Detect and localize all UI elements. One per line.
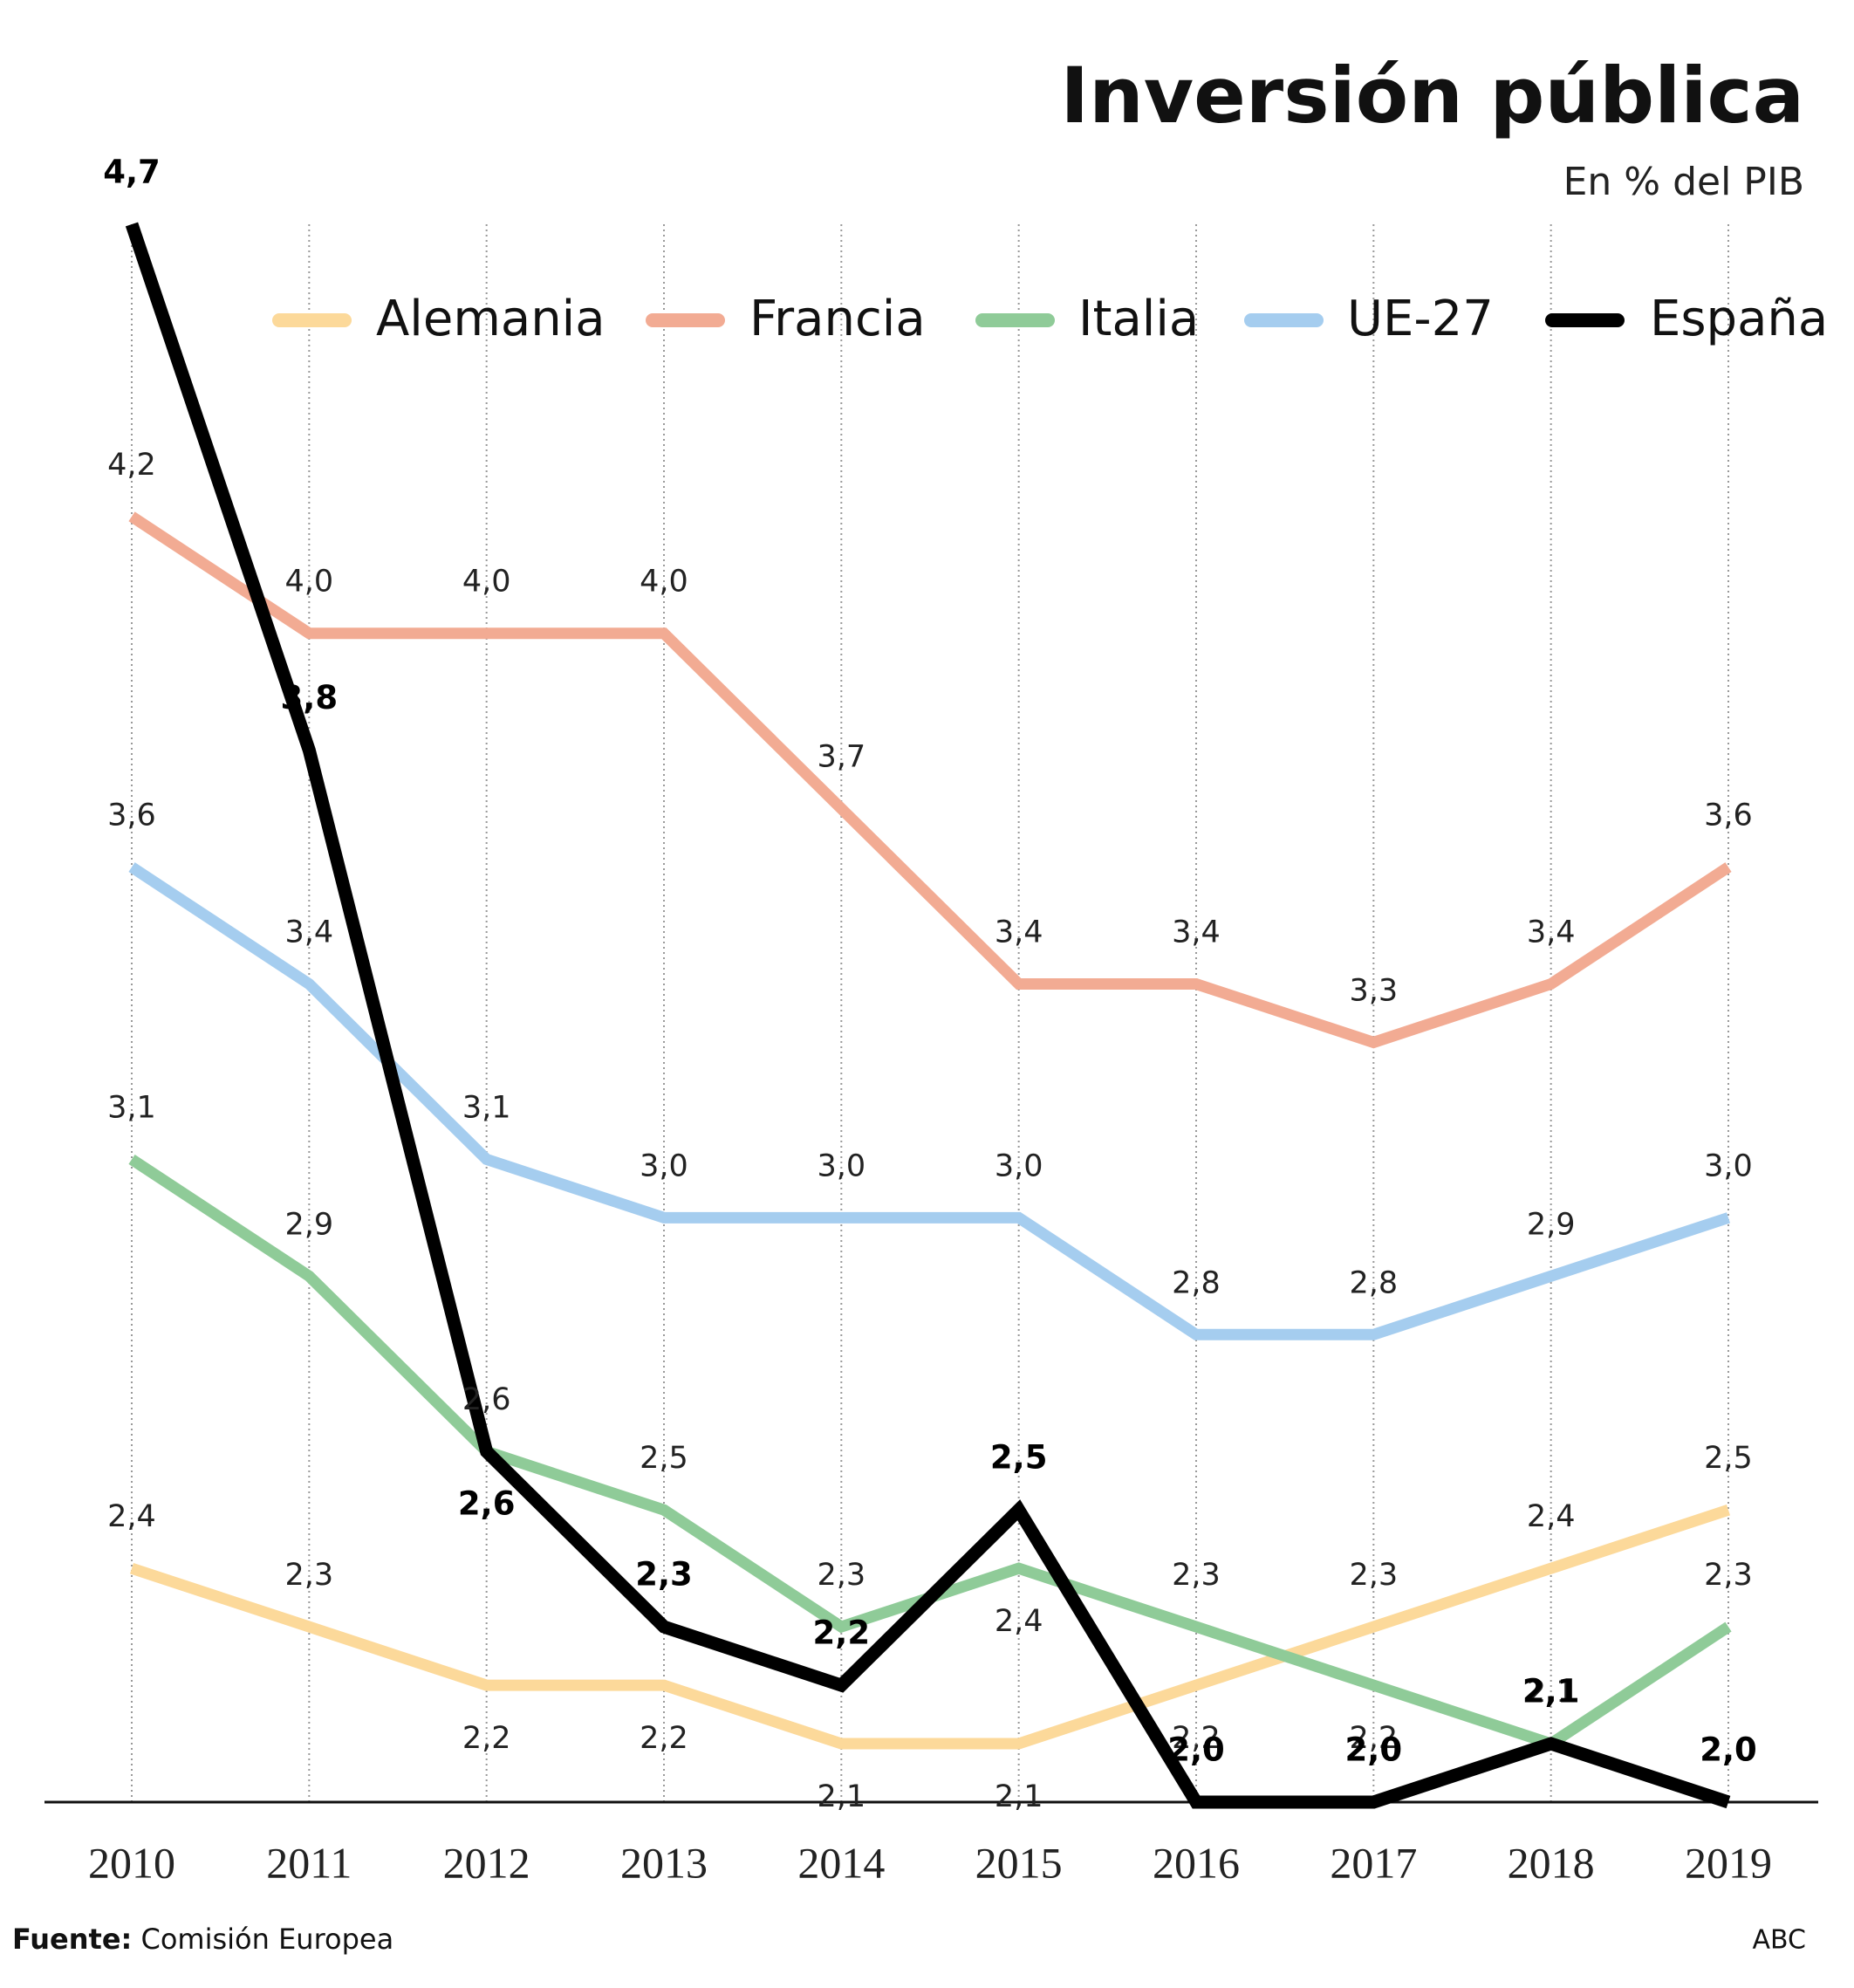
value-label: 2,5 [1704,1441,1753,1476]
value-label: 2,9 [284,1207,333,1242]
value-label: 2,0 [1700,1731,1757,1769]
value-label: 2,1 [995,1779,1043,1814]
value-label: 2,2 [462,1721,511,1756]
x-tick-label: 2014 [797,1838,885,1887]
legend-label: España [1650,291,1828,347]
value-label: 3,0 [640,1148,688,1183]
value-label: 2,9 [1527,1207,1576,1242]
value-label: 2,1 [1527,1675,1576,1710]
value-label: 2,8 [1349,1265,1398,1300]
x-tick-label: 2013 [620,1838,708,1887]
value-label: 2,3 [635,1556,693,1594]
value-label: 3,3 [1349,973,1398,1008]
x-tick-label: 2010 [88,1838,175,1887]
value-label: 3,6 [1704,799,1753,833]
value-label: 3,1 [107,1090,156,1125]
value-label: 2,3 [1704,1558,1753,1593]
legend-label: Alemania [376,291,605,347]
value-label: 2,3 [284,1558,333,1593]
series-line [128,511,1732,1049]
value-label: 2,4 [107,1499,156,1534]
value-label: 2,3 [817,1558,865,1593]
value-label: 4,0 [284,565,333,600]
value-label: 3,0 [995,1148,1043,1183]
value-label: 2,1 [1522,1673,1580,1710]
source-label: Fuente: [12,1923,132,1956]
value-label: 2,0 [1345,1731,1403,1769]
value-label: 2,0 [1167,1731,1225,1769]
value-label: 2,4 [1527,1499,1576,1534]
x-tick-label: 2016 [1153,1838,1240,1887]
value-label: 3,4 [1172,915,1221,950]
value-label: 2,4 [995,1604,1043,1639]
value-label: 3,8 [281,679,339,716]
value-label: 3,4 [1527,915,1576,950]
value-label: 2,2 [1349,1721,1398,1756]
value-label: 3,7 [817,740,865,775]
legend-label: UE-27 [1347,291,1494,347]
x-tick-label: 2012 [443,1838,530,1887]
value-label: 2,5 [640,1441,688,1476]
x-tick-label: 2017 [1330,1838,1417,1887]
value-label: 4,2 [107,448,156,483]
value-label: 2,3 [1172,1558,1221,1593]
value-label: 3,4 [995,915,1043,950]
value-label: 2,6 [458,1485,516,1523]
value-label: 4,7 [103,154,161,191]
value-label: 4,0 [640,565,688,600]
credit: ABC [1752,1925,1806,1956]
value-label: 3,6 [107,799,156,833]
chart-subtitle: En % del PIB [1563,160,1804,204]
source: Fuente: Comisión Europea [12,1923,393,1956]
legend-label: Italia [1078,291,1199,347]
value-label: 3,1 [462,1090,511,1125]
value-label: 4,0 [462,565,511,600]
x-tick-label: 2015 [975,1838,1063,1887]
legend-label: Francia [749,291,926,347]
series-line [128,862,1731,1340]
value-label: 2,8 [1172,1265,1221,1300]
value-label: 2,2 [1172,1721,1221,1756]
value-label: 2,1 [817,1779,865,1814]
value-label: 2,3 [1349,1558,1398,1593]
chart-title: Inversión pública [1060,51,1804,141]
value-label: 3,0 [817,1148,865,1183]
value-label: 2,2 [640,1721,688,1756]
value-label: 2,6 [462,1382,511,1417]
value-label: 3,4 [284,915,333,950]
series-line [125,222,1731,1809]
series-line [128,1154,1732,1751]
x-tick-label: 2018 [1508,1838,1595,1887]
value-label: 2,5 [990,1439,1048,1477]
value-label: 2,2 [813,1614,871,1652]
x-tick-label: 2011 [266,1838,352,1887]
source-text: Comisión Europea [141,1923,394,1956]
x-tick-label: 2019 [1685,1838,1772,1887]
series-line [129,1505,1731,1750]
value-label: 3,0 [1704,1148,1753,1183]
